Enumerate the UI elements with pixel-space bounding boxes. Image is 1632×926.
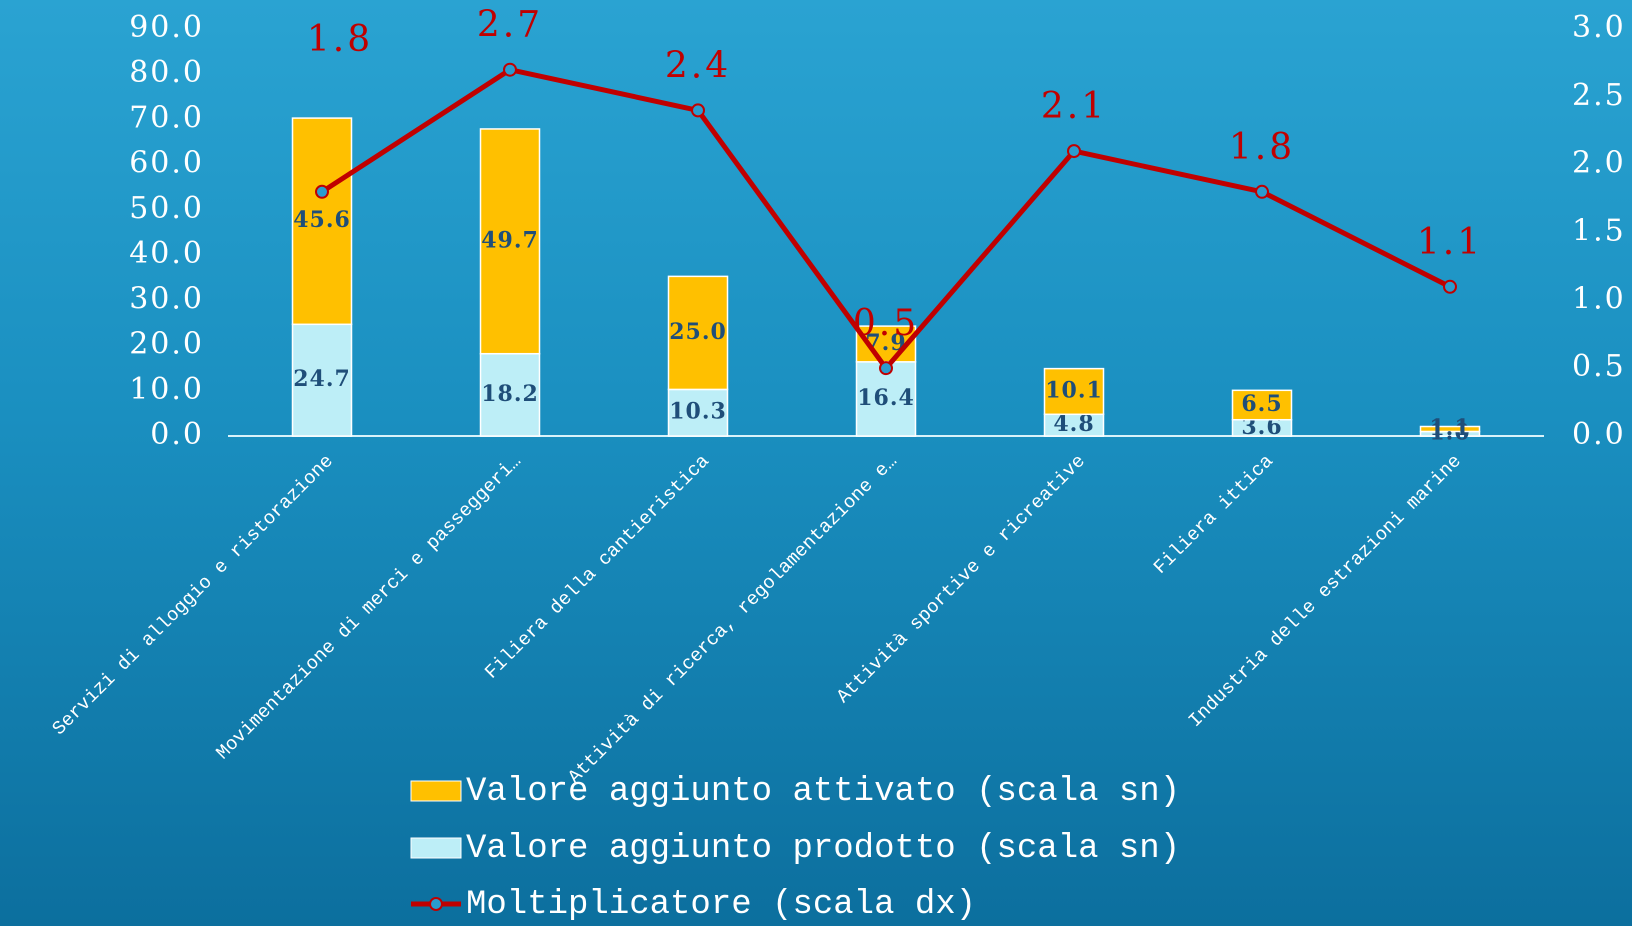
- y-tick-label: 60.0: [129, 146, 204, 181]
- y-tick-label: 70.0: [129, 100, 204, 135]
- data-label: 16.4: [857, 385, 915, 411]
- y2-tick-label: 1.0: [1572, 281, 1626, 316]
- y2-tick-label: 2.0: [1572, 146, 1626, 181]
- y2-tick-label: 0.5: [1572, 349, 1626, 384]
- line-marker: [879, 361, 893, 376]
- legend-swatch: [410, 837, 462, 859]
- bar: [479, 352, 541, 437]
- line-label: 1.8: [307, 19, 373, 60]
- line-label: 2.1: [1041, 86, 1107, 127]
- data-label: 45.6: [293, 207, 351, 233]
- line-marker: [315, 184, 329, 199]
- line-label: 2.7: [477, 5, 543, 46]
- line-label: 1.1: [1417, 222, 1483, 263]
- y2-tick-label: 1.5: [1572, 214, 1626, 249]
- line-marker: [503, 62, 517, 77]
- bar: [291, 117, 353, 326]
- data-label: 10.1: [1045, 377, 1103, 403]
- data-label: 24.7: [293, 366, 351, 392]
- x-tick-label: Attività di ricerca, regolamentazione e…: [564, 450, 902, 788]
- data-label: 1.1: [1429, 415, 1470, 441]
- y2-tick-label: 3.0: [1572, 10, 1626, 45]
- bar: [667, 275, 729, 391]
- y-tick-label: 40.0: [129, 236, 204, 271]
- y2-tick-label: 0.0: [1572, 417, 1626, 452]
- data-label: 10.3: [669, 399, 727, 425]
- line-label: 2.4: [665, 45, 731, 86]
- bar: [479, 128, 541, 355]
- data-label: 25.0: [669, 319, 727, 345]
- legend-swatch: [410, 780, 462, 802]
- bar: [1419, 425, 1481, 433]
- legend-label: Moltiplicatore (scala dx): [466, 886, 976, 924]
- legend-label: Valore aggiunto attivato (scala sn): [466, 773, 1180, 811]
- y-tick-label: 10.0: [129, 372, 204, 407]
- line-marker: [1255, 184, 1269, 199]
- line-marker: [691, 103, 705, 118]
- data-label: 1.0: [1429, 420, 1470, 446]
- bar: [1231, 389, 1293, 421]
- data-label: 4.8: [1053, 411, 1094, 437]
- line-marker: [1443, 279, 1457, 294]
- data-label: 6.5: [1241, 391, 1282, 417]
- y-tick-label: 50.0: [129, 191, 204, 226]
- y-tick-label: 90.0: [129, 10, 204, 45]
- bar: [667, 388, 729, 437]
- y-tick-label: 30.0: [129, 281, 204, 316]
- y-tick-label: 0.0: [150, 417, 204, 452]
- y-tick-label: 80.0: [129, 55, 204, 90]
- y2-tick-label: 2.5: [1572, 78, 1626, 113]
- line-label: 0.5: [853, 303, 919, 344]
- y-tick-label: 20.0: [129, 327, 204, 362]
- x-tick-label: Movimentazione di merci e passeggeri…: [212, 450, 526, 764]
- bar: [1043, 367, 1105, 416]
- line-marker: [1067, 144, 1081, 159]
- x-tick-label: Filiera della cantieristica: [481, 450, 714, 683]
- data-label: 49.7: [481, 227, 539, 253]
- data-label: 18.2: [481, 381, 539, 407]
- legend-label: Valore aggiunto prodotto (scala sn): [466, 830, 1180, 868]
- line-label: 1.8: [1229, 127, 1295, 168]
- x-tick-label: Filiera ittica: [1149, 450, 1277, 578]
- legend-marker: [429, 897, 443, 911]
